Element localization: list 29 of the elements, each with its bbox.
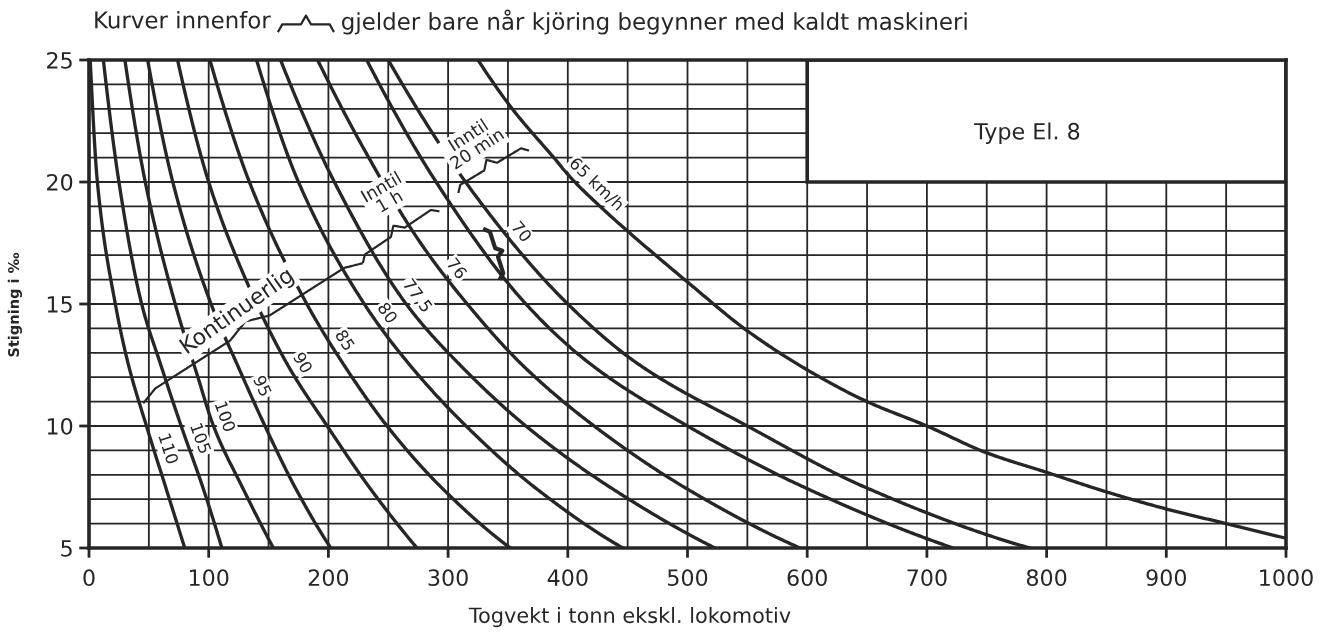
text: 90: [292, 351, 314, 374]
y-tick-label: 25: [47, 51, 72, 69]
x-tick-label: 500: [668, 569, 708, 587]
text: 95: [252, 374, 273, 397]
y-tick-label: 5: [61, 540, 72, 557]
chart-title: Kurver innenfor gjelder bare når kjöring begynner med kaldt maskineri: [95, 9, 967, 35]
x-tick-label: 600: [787, 569, 827, 587]
x-tick-label: 300: [428, 569, 468, 587]
text: 80: [377, 301, 399, 325]
x-tick-label: 400: [547, 569, 588, 587]
x-tick-label: 900: [1146, 569, 1187, 587]
x-tick-label: 200: [308, 569, 349, 587]
text: 105: [190, 422, 212, 454]
y-tick-label: 20: [47, 173, 73, 191]
text: 100: [214, 400, 237, 433]
text: 76: [446, 257, 468, 280]
x-tick-label: 1000: [1260, 569, 1313, 587]
text: 85: [334, 328, 356, 352]
y-axis-title: Stigning i ‰: [7, 252, 22, 357]
text: 70: [510, 220, 533, 243]
annotation: Type El. 8: [974, 122, 1080, 144]
x-tick-label: 700: [907, 569, 947, 587]
x-axis-title: Togvekt i tonn ekskl. lokomotiv: [468, 607, 791, 628]
text: 110: [158, 433, 180, 465]
y-tick-label: 10: [47, 417, 73, 435]
x-tick-label: 0: [83, 569, 95, 587]
x-tick-label: 800: [1026, 569, 1067, 587]
y-tick-label: 15: [47, 296, 72, 313]
x-tick-label: 100: [189, 569, 229, 587]
